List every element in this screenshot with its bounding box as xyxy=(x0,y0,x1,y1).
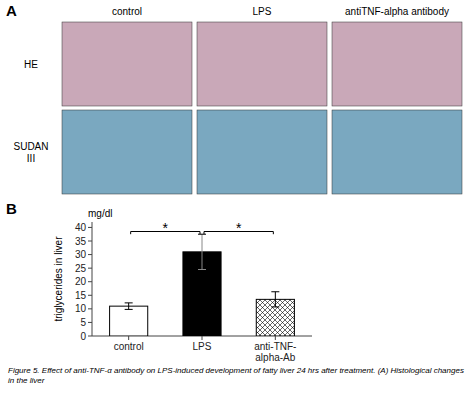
image-placeholder xyxy=(332,22,462,106)
bar xyxy=(110,306,148,336)
image-placeholder xyxy=(332,110,462,194)
error-cap xyxy=(271,306,279,307)
y-axis-label: triglycerides in liver xyxy=(53,236,64,322)
chart: Acontrol LPS antiTNF-alpha antibody HE SUDAN… xyxy=(0,0,474,397)
x-tick-label: control xyxy=(114,341,144,352)
y-tick xyxy=(88,241,92,242)
column-header: antiTNF-alpha antibody xyxy=(345,6,449,17)
error-cap xyxy=(198,234,206,235)
image-placeholder xyxy=(62,22,192,106)
x-tick-label: anti-TNF-alpha-Ab xyxy=(254,341,296,363)
y-tick-label: 40 xyxy=(75,222,87,233)
y-tick-label: 25 xyxy=(75,263,87,274)
y-tick xyxy=(88,322,92,323)
text-line: control xyxy=(114,341,144,352)
y-tick-label: 0 xyxy=(80,331,86,342)
error-cap xyxy=(125,302,133,303)
text-line: anti-TNF- xyxy=(254,341,296,352)
text-line: III xyxy=(27,153,35,164)
y-tick xyxy=(88,281,92,282)
error-line xyxy=(275,292,276,307)
text-line: HE xyxy=(24,59,38,70)
significance-label: * xyxy=(163,220,169,236)
error-bar xyxy=(198,234,206,269)
error-line xyxy=(128,303,129,310)
error-cap xyxy=(271,291,279,292)
error-bar xyxy=(125,303,133,310)
x-tick xyxy=(275,336,276,340)
error-bar xyxy=(271,292,279,307)
text-line: SUDAN xyxy=(13,141,48,152)
y-tick xyxy=(88,227,92,228)
image-placeholder xyxy=(197,22,327,106)
column-header: control xyxy=(112,6,142,17)
x-tick xyxy=(128,336,129,340)
y-tick xyxy=(88,295,92,296)
x-tick xyxy=(202,336,203,340)
column-header: LPS xyxy=(253,6,272,17)
error-line xyxy=(202,234,203,269)
text-line: LPS xyxy=(193,341,212,352)
caption: Figure 5. Effect of anti-TNF-α antibody … xyxy=(8,366,466,386)
panel-label: A xyxy=(6,2,17,19)
row-label: SUDANIII xyxy=(13,141,48,164)
y-tick xyxy=(88,268,92,269)
y-tick xyxy=(88,308,92,309)
bars xyxy=(110,234,295,336)
y-tick xyxy=(88,336,92,337)
error-cap xyxy=(125,309,133,310)
y-axis-line xyxy=(92,222,93,336)
panel-label: B xyxy=(6,200,17,217)
error-cap xyxy=(198,269,206,270)
y-tick-label: 35 xyxy=(75,236,87,247)
y-tick-label: 30 xyxy=(75,249,87,260)
y-tick-label: 15 xyxy=(75,290,87,301)
image-placeholder xyxy=(197,110,327,194)
y-tick-label: 10 xyxy=(75,303,87,314)
y-tick xyxy=(88,254,92,255)
significance-label: * xyxy=(236,220,242,236)
text-line: alpha-Ab xyxy=(255,352,295,363)
y-tick-label: 20 xyxy=(75,276,87,287)
image-placeholder xyxy=(62,110,192,194)
unit-label: mg/dl xyxy=(88,208,112,219)
x-tick-label: LPS xyxy=(193,341,212,352)
y-tick-label: 5 xyxy=(80,317,86,328)
row-label: HE xyxy=(24,59,38,70)
